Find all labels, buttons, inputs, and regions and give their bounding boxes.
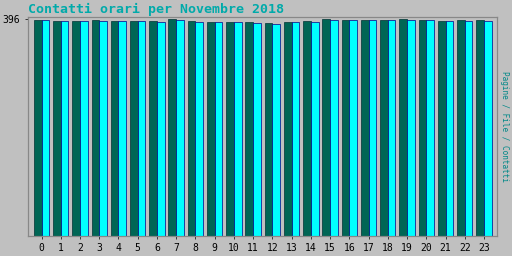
- Bar: [138, 22, 145, 236]
- Bar: [41, 20, 49, 236]
- Bar: [92, 20, 99, 236]
- Bar: [380, 20, 388, 236]
- Bar: [61, 22, 69, 236]
- Bar: [168, 19, 176, 236]
- Bar: [207, 22, 215, 236]
- Y-axis label: Pagine / File / Contatti: Pagine / File / Contatti: [500, 71, 509, 182]
- Bar: [388, 20, 395, 236]
- Bar: [265, 23, 272, 236]
- Bar: [80, 22, 88, 236]
- Bar: [330, 20, 338, 236]
- Bar: [303, 22, 311, 236]
- Bar: [253, 23, 261, 236]
- Bar: [34, 20, 41, 236]
- Bar: [149, 22, 157, 236]
- Bar: [361, 20, 369, 236]
- Bar: [311, 22, 318, 236]
- Bar: [226, 22, 234, 236]
- Bar: [157, 22, 165, 236]
- Bar: [130, 21, 138, 236]
- Bar: [234, 23, 242, 236]
- Bar: [484, 21, 492, 236]
- Text: Contatti orari per Novembre 2018: Contatti orari per Novembre 2018: [28, 3, 284, 16]
- Bar: [438, 21, 445, 236]
- Bar: [445, 22, 453, 236]
- Bar: [292, 23, 300, 236]
- Bar: [342, 20, 349, 236]
- Bar: [476, 20, 484, 236]
- Bar: [99, 21, 107, 236]
- Bar: [188, 22, 196, 236]
- Bar: [323, 19, 330, 236]
- Bar: [215, 23, 222, 236]
- Bar: [465, 21, 473, 236]
- Bar: [111, 21, 118, 236]
- Bar: [72, 21, 80, 236]
- Bar: [419, 20, 426, 236]
- Bar: [118, 21, 126, 236]
- Bar: [196, 22, 203, 236]
- Bar: [272, 24, 280, 236]
- Bar: [284, 22, 292, 236]
- Bar: [349, 20, 357, 236]
- Bar: [426, 20, 434, 236]
- Bar: [53, 21, 61, 236]
- Bar: [407, 20, 415, 236]
- Bar: [399, 19, 407, 236]
- Bar: [457, 20, 465, 236]
- Bar: [176, 20, 184, 236]
- Bar: [245, 23, 253, 236]
- Bar: [369, 20, 376, 236]
